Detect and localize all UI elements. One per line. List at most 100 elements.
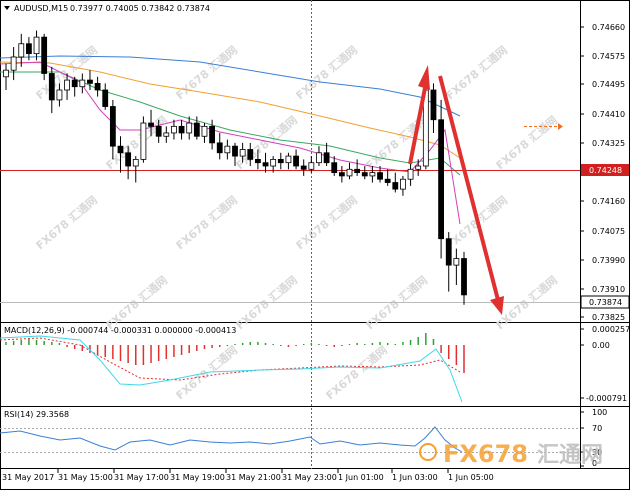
price-tick: 0.74660	[592, 23, 625, 32]
candle	[270, 158, 277, 167]
time-label: 31 May 21:00	[226, 473, 281, 482]
candle	[300, 165, 307, 170]
candle	[209, 125, 216, 144]
candle	[25, 43, 32, 55]
candle	[140, 122, 147, 160]
candle	[369, 172, 376, 177]
candle	[163, 132, 170, 137]
macd-tick: 0.000257	[592, 325, 630, 334]
candle	[71, 79, 78, 88]
logo-text-en: FX678	[443, 440, 528, 468]
candle	[285, 155, 292, 164]
candle	[262, 162, 269, 167]
candle	[445, 238, 452, 266]
fx678-logo: FX678 汇通网	[419, 440, 603, 468]
up-arrow-shaft	[408, 87, 427, 165]
candle	[193, 122, 200, 137]
rsi-line	[0, 426, 463, 453]
ma-orange-line	[0, 61, 461, 159]
candle	[171, 125, 177, 134]
rsi-tick: 30	[592, 448, 602, 457]
candle	[354, 168, 361, 174]
macd-label: MACD(12,26,9) -0.000744 -0.000331 0.0000…	[4, 326, 236, 335]
rsi-tick: 70	[592, 424, 602, 433]
candle	[338, 172, 345, 177]
ma-blue-line	[0, 55, 461, 117]
candle	[79, 79, 86, 88]
price-tick: 0.73825	[592, 313, 625, 322]
candle	[18, 43, 25, 58]
price-tick: 0.74160	[592, 197, 625, 206]
candle	[430, 89, 437, 121]
candle	[346, 168, 353, 177]
candle	[239, 149, 246, 157]
candle	[94, 82, 101, 91]
candle	[453, 258, 460, 266]
ohlc-values: 0.73977 0.74005 0.73842 0.73874	[70, 4, 210, 13]
candle	[48, 73, 55, 101]
current-price-tag	[580, 295, 630, 309]
candle	[316, 152, 322, 164]
time-label: 31 May 15:00	[58, 473, 113, 482]
annotation-arrows	[408, 65, 504, 315]
rsi-tick: 0	[592, 459, 597, 468]
candle	[148, 122, 154, 127]
candle	[201, 125, 208, 137]
candle	[155, 125, 162, 137]
time-label: 1 Jun 01:00	[338, 473, 384, 482]
candle	[400, 178, 406, 190]
down-arrow-shaft	[438, 75, 500, 301]
ma-green-line	[0, 71, 461, 176]
price-tick: 0.74075	[592, 227, 625, 236]
time-label: 1 Jun 03:00	[392, 473, 438, 482]
candle	[415, 165, 422, 170]
candle	[361, 172, 368, 177]
macd-signal-line	[0, 337, 461, 381]
macd-tick: -0.000791	[586, 394, 627, 403]
time-label: 31 May 23:00	[282, 473, 337, 482]
candle	[102, 89, 109, 107]
price-alert-arrowhead	[558, 123, 563, 130]
candle	[10, 56, 17, 71]
price-tick: 0.74410	[592, 110, 625, 119]
price-axis: 0.74660 0.74575 0.74495 0.74410 0.74325 …	[580, 23, 625, 322]
dropdown-triangle-icon[interactable]	[4, 6, 10, 10]
macd-tick: 0.00	[592, 341, 610, 350]
price-tick: 0.73990	[592, 256, 625, 265]
up-arrow-head	[418, 65, 430, 90]
time-label: 1 Jun 05:00	[448, 473, 494, 482]
candle	[186, 122, 193, 134]
red-level-price-tag	[581, 164, 629, 176]
candle	[41, 36, 48, 74]
price-tick: 0.73910	[592, 285, 625, 294]
candle	[377, 172, 383, 180]
candle	[247, 149, 254, 160]
time-label: 31 May 19:00	[170, 473, 225, 482]
price-tick: 0.74495	[592, 80, 625, 89]
candle	[277, 158, 284, 164]
candle	[323, 152, 330, 164]
logo-text-cn: 汇通网	[537, 443, 603, 468]
candle	[33, 36, 40, 55]
rsi-tick: 100	[592, 408, 607, 417]
macd-histogram	[5, 333, 465, 373]
candle	[331, 162, 338, 174]
candle	[384, 178, 391, 183]
candle	[224, 145, 231, 154]
candle	[178, 125, 185, 134]
candle	[117, 145, 124, 154]
candle	[64, 79, 70, 91]
candle	[461, 258, 467, 296]
candle	[254, 158, 261, 164]
candles-layer	[3, 30, 467, 305]
macd-main-line	[0, 335, 463, 403]
ma-magenta-line	[0, 61, 461, 225]
down-arrow-head	[490, 296, 504, 315]
current-price-label: 0.73874	[589, 298, 622, 307]
candle	[125, 152, 132, 167]
candle	[407, 168, 414, 180]
candle	[87, 79, 93, 84]
candle	[438, 119, 445, 240]
